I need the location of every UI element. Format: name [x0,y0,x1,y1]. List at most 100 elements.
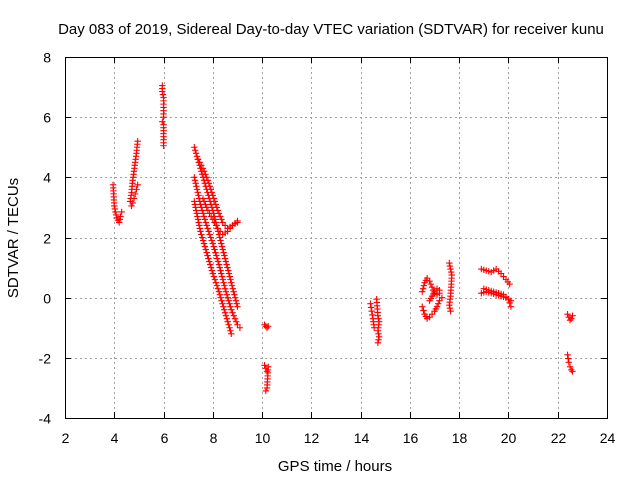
data-point [134,138,141,145]
data-point [428,283,436,291]
data-point [229,285,237,292]
data-point [446,301,453,309]
data-point [191,174,198,181]
data-point [212,249,219,256]
data-point [205,255,212,262]
data-point [198,231,205,238]
data-series-segment [426,285,443,304]
data-point [226,273,233,280]
data-point [375,333,383,340]
data-series-segment [478,265,513,288]
y-axis-label: SDTVAR / TECUs [5,178,22,298]
data-series-segment [261,362,272,395]
data-point [193,210,201,217]
data-point [565,359,573,366]
data-point [369,311,376,319]
data-point [214,285,222,292]
data-point [375,315,382,322]
y-tick-label: 0 [43,291,51,307]
data-point [420,307,427,314]
data-point [209,192,217,199]
data-series-segment [564,351,576,375]
data-point [213,252,220,259]
data-point [447,265,454,273]
data-series-segment [261,321,272,331]
axis-ticks [65,57,608,419]
data-point [212,279,220,286]
data-point [204,207,212,214]
data-series-segment [199,195,241,238]
data-point [232,297,240,304]
data-point [215,210,223,217]
data-point [209,240,217,247]
data-point [224,264,231,271]
data-point [229,309,236,316]
data-point [196,225,204,232]
data-point [210,243,217,250]
data-point [228,306,235,313]
data-point [228,330,235,337]
data-point [221,285,229,292]
data-point [160,113,167,121]
data-series-segment [373,295,383,346]
data-point [208,237,215,244]
data-point [426,277,433,285]
data-point [199,165,207,172]
data-point [446,262,454,270]
data-point [207,234,214,241]
data-point [116,219,123,226]
data-point [201,216,209,223]
data-point [217,237,224,244]
data-point [564,311,571,318]
data-point [112,208,119,216]
data-point [419,303,426,310]
data-point [218,297,225,304]
data-point [420,282,428,289]
data-point [227,276,234,283]
x-tick-label: 20 [501,430,517,446]
data-point [230,288,237,295]
data-point [213,282,221,289]
x-tick-label: 8 [210,430,218,446]
data-point [202,246,209,253]
data-point [193,153,201,160]
data-point [225,267,232,274]
data-point [204,177,212,184]
data-series-segment [127,138,141,205]
data-point [230,312,237,319]
data-series-segment [109,181,125,226]
data-point [199,195,207,202]
data-point [566,363,574,371]
x-tick-label: 12 [304,430,320,446]
data-point [223,315,231,322]
data-point [216,291,224,298]
data-point [507,303,515,310]
data-point [192,180,199,187]
data-series-segment [480,285,515,310]
data-point [223,291,231,298]
data-point [201,243,209,250]
data-point [111,205,119,213]
data-point [199,210,207,217]
x-tick-label: 4 [111,430,119,446]
data-point [206,210,213,217]
x-tick-labels: 2 4 6 8 10 12 14 16 18 20 22 24 [62,430,616,446]
data-point [194,216,202,223]
data-point [194,156,202,163]
data-point [218,216,225,223]
x-tick-label: 6 [161,430,169,446]
data-point [263,324,271,331]
data-point [221,255,229,262]
data-point [203,204,210,211]
data-point [200,168,208,175]
data-point [227,303,234,310]
data-point [224,294,231,301]
data-point [263,368,271,375]
y-tick-label: 2 [43,231,51,247]
data-point [506,280,513,288]
data-series-segment [191,174,244,331]
data-point [217,267,224,274]
data-point [134,181,141,189]
data-point [227,327,234,334]
data-point [159,88,166,95]
